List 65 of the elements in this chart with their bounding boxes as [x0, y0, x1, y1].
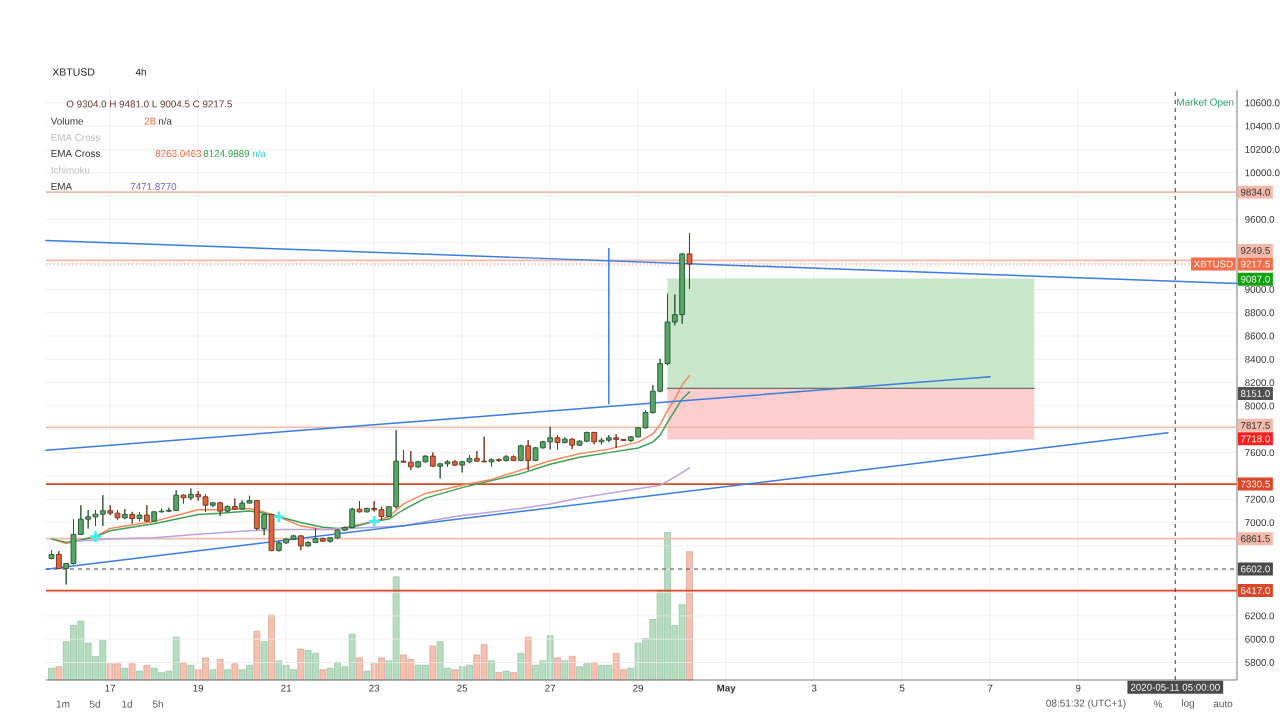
x-tick-label: 25: [457, 684, 468, 692]
ref-line-label: 2020-05-11 05:00:00: [1130, 683, 1220, 691]
y-tick-label: 10000.0: [1245, 169, 1280, 177]
annotation: 9087.0: [1240, 275, 1270, 283]
annotation: EMA Cross: [51, 134, 100, 141]
ref-line-label: 9217.5: [1240, 260, 1270, 268]
x-tick-label: 19: [193, 684, 204, 692]
text: XBTUSD: [52, 68, 95, 76]
annotation: 2B: [144, 117, 156, 125]
text: %: [1153, 700, 1163, 708]
annotation: Market Open: [1177, 98, 1234, 108]
text: auto: [1213, 700, 1233, 708]
text: 08:51:32 (UTC+1): [1046, 699, 1126, 709]
ref-line-label: 7817.5: [1240, 421, 1270, 429]
y-tick-label: 8800.0: [1245, 309, 1275, 317]
x-tick-label: 3: [811, 684, 817, 692]
x-tick-label: 27: [545, 684, 556, 692]
annotation: n/a: [252, 149, 266, 158]
annotation: EMA Cross: [51, 150, 100, 157]
y-tick-label: 8400.0: [1245, 355, 1275, 363]
y-tick-label: 10600.0: [1245, 99, 1280, 107]
ref-line-label: 7330.5: [1240, 480, 1270, 488]
annotation: 7471.8770: [130, 183, 177, 190]
x-tick-label: 9: [1075, 684, 1081, 692]
x-tick-label: 29: [633, 684, 644, 692]
y-tick-label: 10400.0: [1245, 122, 1280, 130]
y-tick-label: 5800.0: [1245, 659, 1275, 666]
annotation: O 9304.0 H 9481.0 L 9004.5 C 9217.5: [66, 100, 233, 108]
text: 5d: [89, 700, 100, 708]
y-tick-label: 7000.0: [1245, 519, 1275, 527]
annotation: Volume: [50, 117, 84, 125]
text: 4h: [135, 68, 146, 76]
text: 1d: [122, 700, 132, 708]
x-tick-label: 23: [369, 684, 380, 692]
y-tick-label: 6000.0: [1245, 635, 1275, 643]
y-tick-label: 10200.0: [1245, 146, 1280, 153]
text: 5h: [152, 700, 163, 708]
x-tick-label: 5: [899, 684, 905, 692]
y-tick-label: 6200.0: [1245, 612, 1275, 620]
y-tick-label: 7600.0: [1245, 449, 1275, 457]
text: log: [1182, 699, 1195, 709]
ref-line-label: 9249.5: [1240, 247, 1270, 254]
ref-line-label: 9834.0: [1240, 188, 1270, 196]
y-tick-label: 9000.0: [1245, 285, 1275, 293]
x-tick-label: 7: [987, 684, 993, 692]
annotation: n/a: [158, 117, 172, 125]
ref-line-label: 6602.0: [1240, 565, 1270, 573]
x-tick-label: 17: [105, 684, 116, 692]
text: 8151.0: [1240, 390, 1270, 397]
annotation: XBTUSD: [1193, 260, 1233, 268]
y-tick-label: 7200.0: [1245, 495, 1275, 503]
annotation: 8263.0463: [155, 150, 202, 157]
ref-line-label: 6861.5: [1240, 535, 1270, 543]
ref-line-label: 6417.0: [1240, 587, 1270, 595]
text: 1m: [56, 700, 70, 708]
y-tick-label: 8200.0: [1245, 379, 1275, 387]
annotation: 8124.9889: [203, 150, 250, 157]
annotation: EMA: [51, 183, 72, 190]
x-tick-label: 21: [281, 684, 292, 692]
annotation: Ichimoku: [51, 166, 90, 174]
annotation: 7718.0: [1240, 435, 1270, 443]
y-tick-label: 8000.0: [1245, 402, 1275, 410]
x-tick-label: May: [717, 684, 736, 694]
y-tick-label: 9600.0: [1245, 215, 1275, 223]
y-tick-label: 8600.0: [1245, 332, 1275, 340]
